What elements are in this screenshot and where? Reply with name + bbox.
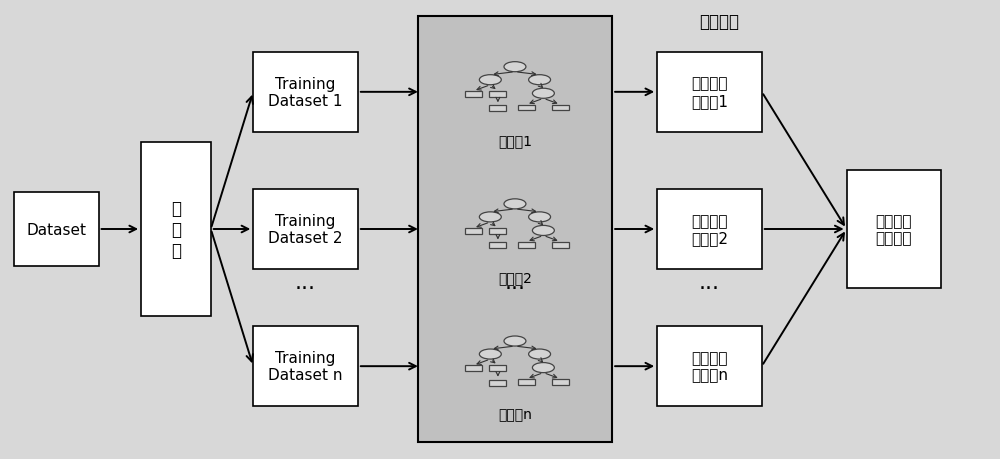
FancyBboxPatch shape	[489, 365, 506, 371]
FancyBboxPatch shape	[418, 17, 612, 442]
Circle shape	[532, 226, 554, 236]
FancyBboxPatch shape	[552, 105, 569, 111]
FancyBboxPatch shape	[552, 379, 569, 385]
FancyBboxPatch shape	[253, 190, 358, 269]
FancyBboxPatch shape	[465, 365, 482, 371]
Text: Training
Dataset 1: Training Dataset 1	[268, 77, 343, 109]
Circle shape	[529, 76, 551, 85]
FancyBboxPatch shape	[14, 193, 99, 266]
Text: Training
Dataset 2: Training Dataset 2	[268, 213, 343, 246]
FancyBboxPatch shape	[489, 92, 506, 98]
Text: 决策树1: 决策树1	[498, 134, 532, 147]
Text: 决策树2: 决策树2	[498, 270, 532, 285]
FancyBboxPatch shape	[489, 380, 506, 386]
FancyBboxPatch shape	[552, 242, 569, 248]
FancyBboxPatch shape	[518, 379, 535, 385]
FancyBboxPatch shape	[141, 143, 211, 316]
Text: ...: ...	[504, 272, 525, 292]
FancyBboxPatch shape	[518, 105, 535, 111]
Text: 决策树分
类结果1: 决策树分 类结果1	[691, 77, 728, 109]
Circle shape	[529, 349, 551, 359]
Text: 随
机
化: 随 机 化	[171, 200, 181, 259]
FancyBboxPatch shape	[657, 326, 762, 406]
FancyBboxPatch shape	[657, 53, 762, 133]
Circle shape	[479, 76, 501, 85]
Text: 决策树n: 决策树n	[498, 407, 532, 421]
FancyBboxPatch shape	[253, 326, 358, 406]
Text: 随机森林: 随机森林	[699, 13, 739, 31]
Text: 决策树分
类结果2: 决策树分 类结果2	[691, 213, 728, 246]
Circle shape	[504, 336, 526, 346]
FancyBboxPatch shape	[489, 106, 506, 112]
Circle shape	[504, 199, 526, 209]
Text: 投票决定
最优分类: 投票决定 最优分类	[876, 213, 912, 246]
Circle shape	[479, 349, 501, 359]
Text: ...: ...	[295, 272, 316, 292]
Circle shape	[532, 89, 554, 99]
FancyBboxPatch shape	[465, 229, 482, 235]
FancyBboxPatch shape	[489, 229, 506, 235]
Circle shape	[529, 213, 551, 223]
FancyBboxPatch shape	[657, 190, 762, 269]
Text: Dataset: Dataset	[26, 222, 86, 237]
Text: ...: ...	[699, 272, 720, 292]
FancyBboxPatch shape	[489, 243, 506, 249]
FancyBboxPatch shape	[465, 92, 482, 98]
FancyBboxPatch shape	[253, 53, 358, 133]
FancyBboxPatch shape	[847, 170, 941, 289]
Circle shape	[504, 62, 526, 73]
Text: 决策树分
类结果n: 决策树分 类结果n	[691, 350, 728, 382]
FancyBboxPatch shape	[518, 242, 535, 248]
Circle shape	[479, 213, 501, 223]
Text: Training
Dataset n: Training Dataset n	[268, 350, 343, 382]
Circle shape	[532, 363, 554, 373]
